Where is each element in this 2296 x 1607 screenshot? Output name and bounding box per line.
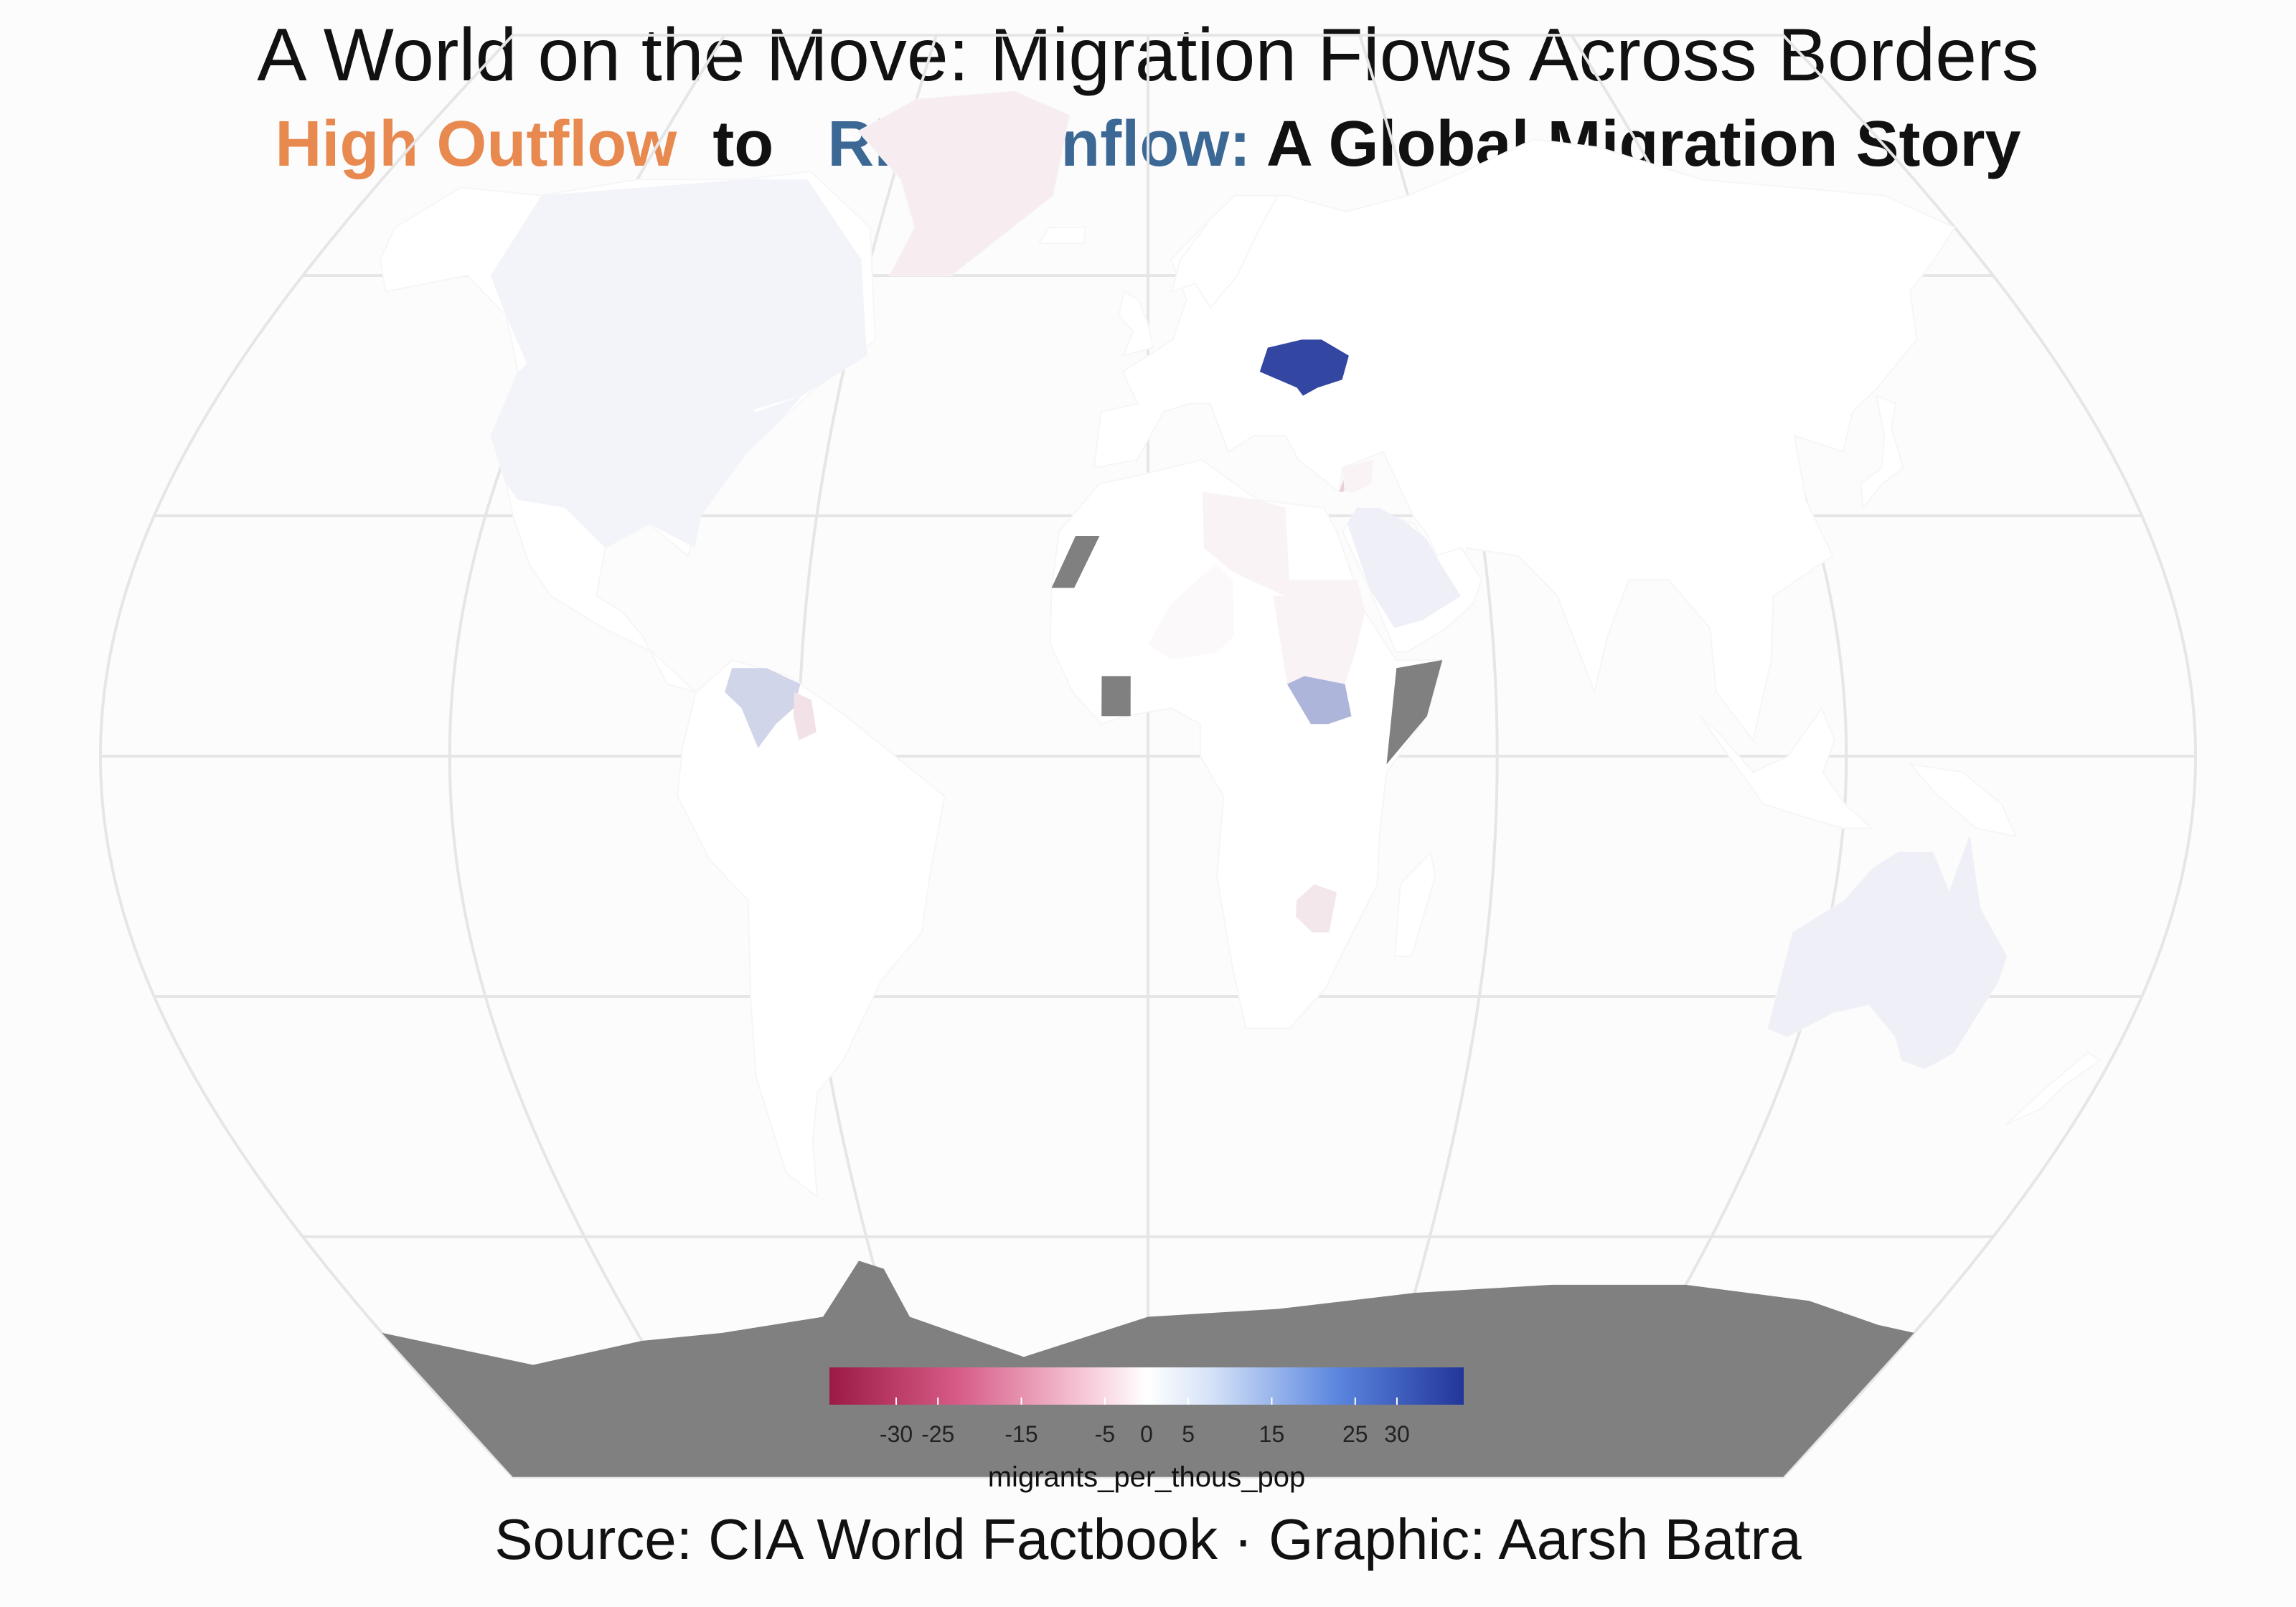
greenland-shape — [858, 91, 1070, 276]
map-frame-outline — [98, 34, 2198, 1479]
iceland-shape — [1037, 227, 1086, 245]
venezuela-shape — [725, 668, 801, 748]
cote-d-ivoire-shape — [1101, 676, 1131, 717]
niger-shape — [1148, 564, 1235, 660]
source-caption: Source: CIA World Factbook · Graphic: Aa… — [494, 1507, 1802, 1571]
sudan-shape — [1273, 580, 1365, 684]
indonesia-shape — [1699, 706, 1874, 829]
ukraine-shape — [1259, 339, 1349, 396]
new-zealand-shape — [2005, 1051, 2102, 1126]
united-states-shape — [491, 363, 802, 548]
canada-shape — [490, 179, 867, 420]
australia-shape — [1768, 836, 2007, 1069]
libya-shape — [1203, 491, 1291, 596]
syria-shape — [1342, 459, 1374, 492]
saudi-arabia-shape — [1347, 507, 1461, 628]
guyana-shape — [793, 692, 817, 740]
uk-shape — [1118, 290, 1154, 357]
japan-shape — [1860, 394, 1904, 510]
scandinavia-shape — [1170, 194, 1279, 309]
land-layer — [379, 90, 2102, 1477]
new-guinea-shape — [1908, 763, 2018, 838]
somalia-shape — [1386, 660, 1443, 765]
madagascar-shape — [1394, 850, 1436, 958]
western-sahara-shape — [1051, 536, 1100, 588]
south-america-shape — [676, 659, 946, 1199]
subtitle-outflow: High Outflow — [275, 108, 677, 180]
zimbabwe-shape — [1296, 884, 1337, 933]
subtitle-to: to — [712, 108, 774, 180]
